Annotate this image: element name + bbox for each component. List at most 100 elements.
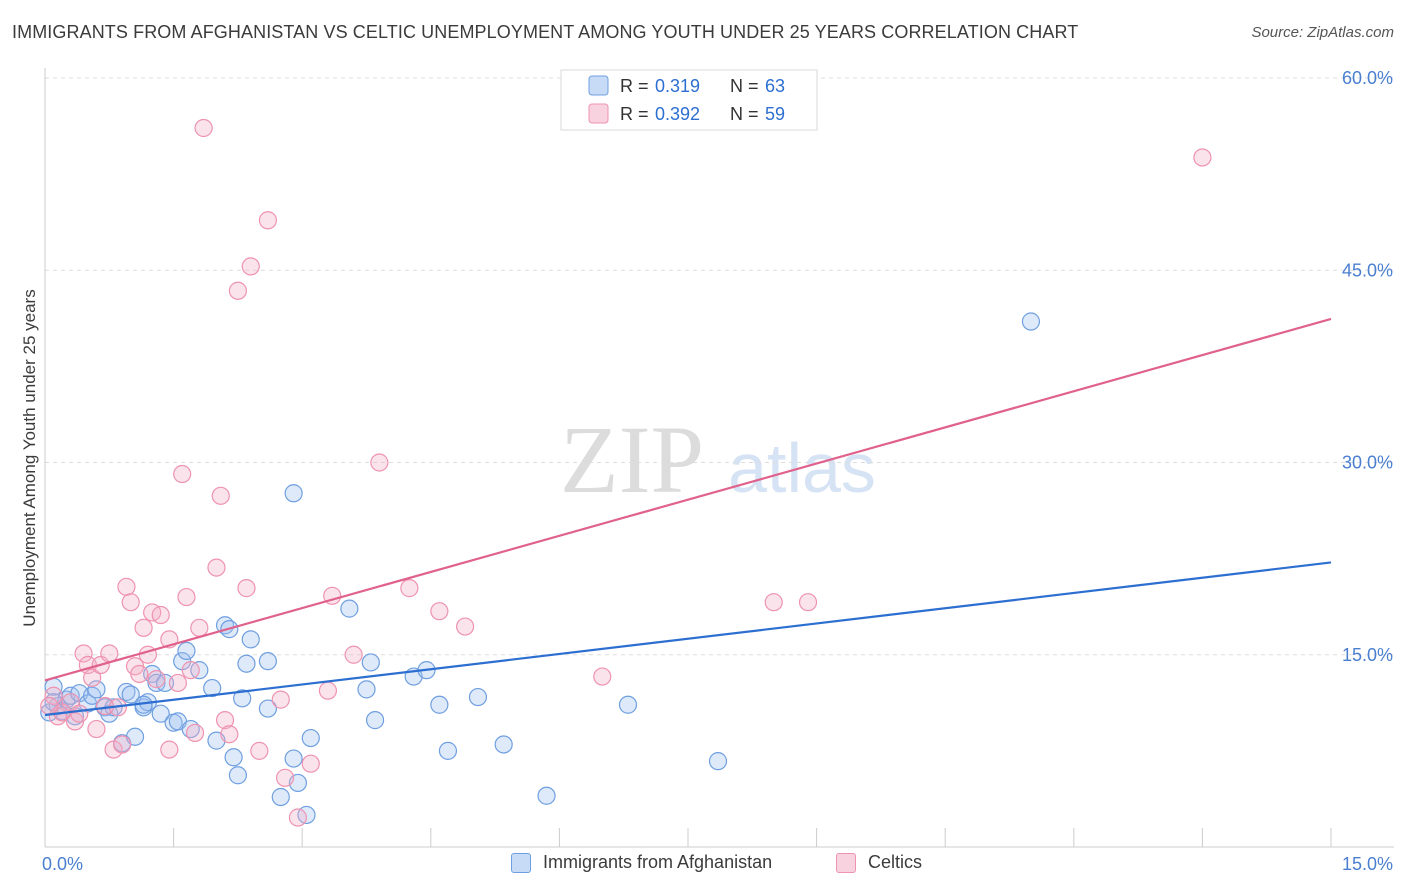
watermark-zip: ZIP [560, 406, 704, 513]
afghanistan-point [177, 641, 196, 661]
chart-title: IMMIGRANTS FROM AFGHANISTAN VS CELTIC UN… [12, 22, 1079, 42]
celtics-point [113, 735, 132, 754]
afghanistan-point [537, 786, 556, 805]
celtics-point [177, 587, 196, 607]
celtics-point [258, 211, 278, 230]
celtics-point [228, 281, 247, 300]
legend-label-celtics: Celtics [868, 852, 923, 872]
afghanistan-point [87, 680, 106, 699]
celtics-point [151, 605, 170, 625]
celtics-point [430, 602, 449, 621]
celtics-point [181, 661, 200, 680]
y-tick-label: 45.0% [1342, 260, 1393, 280]
afghanistan-point [357, 680, 376, 699]
celtics-point [288, 808, 308, 827]
afghanistan-point [228, 766, 247, 785]
celtics-point [190, 618, 209, 637]
series-legend: Immigrants from Afghanistan Celtics [0, 852, 1406, 878]
afghanistan-point [224, 748, 243, 767]
celtics-point [220, 725, 239, 744]
y-tick-label: 15.0% [1342, 645, 1393, 665]
celtics-point [275, 768, 295, 787]
celtics-point [344, 645, 363, 664]
celtics-point [1193, 148, 1212, 167]
afghanistan-point [708, 752, 728, 771]
afghanistan-point [203, 678, 222, 698]
tick-labels: 15.0% 30.0% 45.0% 60.0% 0.0% 15.0% [42, 68, 1393, 874]
afghanistan-point [361, 653, 380, 672]
axes [44, 68, 1394, 848]
celtics-point [370, 453, 389, 472]
celtics-point [44, 686, 63, 705]
afghanistan-point [301, 728, 320, 748]
celtics-point [215, 711, 235, 730]
celtics-point [130, 664, 149, 684]
celtics-trend-line [44, 317, 1332, 682]
legend-swatch-afghanistan [588, 75, 609, 96]
afghanistan-point [494, 735, 513, 754]
legend-r-label-1: R = [620, 76, 649, 96]
afghanistan-point [618, 695, 638, 714]
celtics-point [271, 690, 290, 709]
legend-n-label-1: N = [730, 76, 759, 96]
celtics-point [121, 593, 140, 612]
legend-swatch-afghanistan-bottom [511, 852, 531, 873]
celtics-point [318, 681, 338, 700]
celtics-point [83, 668, 102, 687]
celtics-point [194, 118, 213, 138]
y-tick-label: 60.0% [1342, 68, 1393, 88]
afghanistan-point [1021, 312, 1041, 331]
celtics-point [134, 618, 153, 637]
celtics-point [237, 579, 256, 598]
legend-n-label-2: N = [730, 104, 759, 124]
x-tick-label-min: 0.0% [42, 854, 83, 874]
legend-item-celtics[interactable]: Celtics [836, 852, 922, 873]
celtics-point [87, 719, 106, 739]
afghanistan-point [258, 652, 278, 671]
celtics-point [147, 670, 166, 689]
afghanistan-point [258, 699, 278, 718]
celtics-point [241, 257, 260, 276]
legend-n-value-2: 59 [765, 104, 785, 124]
afghanistan-point [241, 630, 260, 649]
celtics-point [400, 579, 419, 598]
trend-lines [44, 317, 1332, 717]
legend-r-label-2: R = [620, 104, 649, 124]
legend-swatch-celtics-bottom [836, 852, 856, 873]
celtics-point [211, 486, 230, 505]
gridlines [45, 77, 1394, 656]
legend-item-afghanistan[interactable]: Immigrants from Afghanistan [511, 852, 772, 873]
celtics-point [168, 673, 187, 693]
celtics-point [207, 558, 226, 577]
celtics-point [764, 593, 783, 612]
afghanistan-point [155, 673, 175, 693]
x-tick-label-max: 15.0% [1342, 854, 1393, 874]
celtics-point [160, 740, 179, 759]
afghanistan-point [233, 689, 252, 708]
afghanistan-point [438, 741, 458, 760]
celtics-point [185, 723, 205, 743]
correlation-legend: R = 0.319 N = 63 R = 0.392 N = 59 [560, 69, 818, 131]
legend-r-value-1: 0.319 [655, 76, 700, 96]
afghanistan-point [284, 484, 303, 503]
afghanistan-point [151, 704, 170, 723]
afghanistan-point [430, 695, 449, 714]
celtics-point [301, 754, 320, 773]
celtics-point [70, 704, 89, 723]
zipatlas-watermark: ZIP atlas [560, 406, 876, 513]
celtics-point [593, 667, 612, 686]
afghanistan-point [121, 685, 140, 704]
celtics-point [40, 696, 59, 716]
celtics-point [104, 740, 123, 759]
afghanistan-point [284, 749, 303, 768]
legend-swatch-celtics [588, 103, 609, 124]
celtics-point [74, 644, 93, 663]
data-points [40, 118, 1212, 827]
afghanistan-trend-line [44, 561, 1332, 717]
afghanistan-point [365, 711, 385, 730]
y-tick-label: 30.0% [1342, 453, 1393, 473]
afghanistan-point [271, 787, 290, 807]
afghanistan-point [468, 687, 488, 707]
legend-label-afghanistan: Immigrants from Afghanistan [543, 852, 773, 872]
